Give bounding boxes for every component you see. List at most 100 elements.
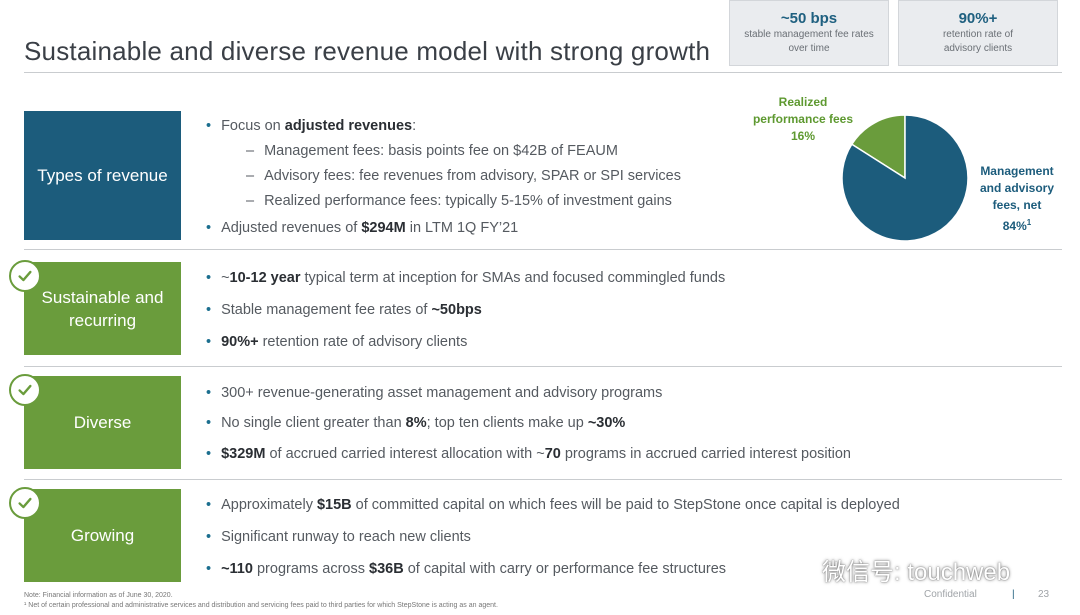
bullet-text: of accrued carried interest allocation w… bbox=[265, 446, 545, 462]
section-label-line: Sustainable and bbox=[41, 287, 164, 307]
pie-value-text: 84% bbox=[1002, 219, 1027, 233]
checkmark-icon bbox=[9, 260, 41, 292]
stat-caption-line2: advisory clients bbox=[943, 43, 1013, 54]
confidential-label: Confidential bbox=[924, 589, 977, 600]
check-icon bbox=[18, 384, 32, 396]
pie-svg bbox=[841, 114, 969, 242]
bullet-text: Adjusted revenues of bbox=[221, 220, 362, 236]
bullet-emphasis: 90%+ bbox=[221, 334, 259, 350]
stat-value: 90%+ bbox=[958, 10, 998, 27]
bullet-emphasis: 8% bbox=[405, 415, 427, 431]
footnote-marker: 1 bbox=[1026, 218, 1032, 227]
bullet-item: • Focus on adjusted revenues: bbox=[206, 118, 416, 134]
bullet-text: typical term at inception for SMAs and f… bbox=[300, 270, 726, 286]
stat-box-retention: 90%+ retention rate of advisory clients bbox=[898, 0, 1058, 66]
stat-caption-line2: over time bbox=[788, 43, 830, 54]
footnote-net-fees: ¹ Net of certain professional and admini… bbox=[24, 602, 498, 609]
bullet-text: retention rate of advisory clients bbox=[258, 334, 468, 350]
pie-label-line: Management bbox=[980, 164, 1054, 178]
bullet-text: No single client greater than bbox=[221, 415, 406, 431]
watermark-text: 微信号: touchweb bbox=[822, 559, 1011, 586]
bullet-emphasis: $329M bbox=[221, 446, 266, 462]
footer-divider: | bbox=[1012, 589, 1015, 600]
checkmark-icon bbox=[9, 374, 41, 406]
bullet-dot-icon: • bbox=[206, 561, 212, 577]
bullet-item: • Stable management fee rates of ~50bps bbox=[206, 302, 482, 318]
pie-label-line: performance fees bbox=[752, 112, 854, 126]
bullet-item: • 300+ revenue-generating asset managemen… bbox=[206, 385, 662, 401]
bullet-emphasis: 70 bbox=[544, 446, 561, 462]
bullet-dot-icon: • bbox=[206, 446, 212, 462]
pie-label-line: and advisory bbox=[979, 181, 1055, 195]
stat-caption-line1: stable management fee rates bbox=[744, 29, 874, 40]
check-icon bbox=[18, 270, 32, 282]
pie-slice-management-fees bbox=[841, 114, 969, 242]
sub-bullet-text: Realized performance fees: typically 5-1… bbox=[264, 193, 672, 209]
section-label-line: recurring bbox=[68, 310, 137, 330]
check-icon bbox=[18, 497, 32, 509]
bullet-emphasis: $15B bbox=[316, 497, 352, 513]
section-label-text: Diverse bbox=[73, 413, 132, 432]
pie-label-performance-fees: Realized performance fees 16% bbox=[748, 94, 858, 145]
section-divider bbox=[24, 479, 1062, 480]
pie-label-value: 84%1 bbox=[972, 214, 1062, 235]
pie-slice-performance-fees bbox=[850, 114, 906, 180]
bullet-emphasis: ~30% bbox=[587, 415, 626, 431]
bullet-item: • Adjusted revenues of $294M in LTM 1Q FY… bbox=[206, 220, 518, 236]
bullet-item: • ~10-12 year typical term at inception f… bbox=[206, 270, 725, 286]
dash-icon: – bbox=[246, 143, 255, 159]
bullet-dot-icon: • bbox=[206, 334, 212, 350]
pie-label-value: 16% bbox=[790, 129, 816, 143]
bullet-emphasis: 10-12 year bbox=[229, 270, 301, 286]
section-label-text: Sustainable and recurring bbox=[42, 286, 164, 332]
bullet-dot-icon: • bbox=[206, 497, 212, 513]
bullet-emphasis: ~110 bbox=[221, 561, 253, 577]
footnote-date: Note: Financial information as of June 3… bbox=[24, 592, 173, 599]
revenue-pie-chart bbox=[840, 113, 970, 243]
dash-icon: – bbox=[246, 168, 255, 184]
pie-label-line: Realized bbox=[778, 95, 828, 109]
bullet-emphasis: $294M bbox=[361, 220, 406, 236]
bullet-item: • No single client greater than 8%; top t… bbox=[206, 415, 625, 431]
sub-bullet-item: – Advisory fees: fee revenues from adviso… bbox=[246, 168, 681, 184]
section-label-types-of-revenue: Types of revenue bbox=[24, 111, 181, 240]
bullet-text: Stable management fee rates of bbox=[221, 302, 432, 318]
sub-bullet-text: Management fees: basis points fee on $42… bbox=[264, 143, 618, 159]
sub-bullet-item: – Management fees: basis points fee on $4… bbox=[246, 143, 618, 159]
wechat-icon bbox=[781, 555, 814, 583]
section-label-sustainable: Sustainable and recurring bbox=[24, 262, 181, 355]
bullet-item: • Approximately $15B of committed capital… bbox=[206, 497, 900, 513]
bullet-dot-icon: • bbox=[206, 529, 212, 545]
bullet-emphasis: $36B bbox=[369, 561, 404, 577]
bullet-text: of capital with carry or performance fee… bbox=[403, 561, 727, 577]
pie-label-management-fees: Management and advisory fees, net 84%1 bbox=[972, 163, 1062, 235]
bullet-text: : bbox=[412, 118, 417, 134]
bullet-text: Approximately bbox=[221, 497, 317, 513]
bullet-dot-icon: • bbox=[206, 302, 212, 318]
bullet-text: programs in accrued carried interest pos… bbox=[560, 446, 851, 462]
bullet-text: 300+ revenue-generating asset management… bbox=[221, 385, 663, 401]
bullet-dot-icon: • bbox=[206, 270, 212, 286]
bullet-text: in LTM 1Q FY’21 bbox=[405, 220, 519, 236]
section-divider bbox=[24, 366, 1062, 367]
title-divider bbox=[24, 72, 1062, 73]
bullet-emphasis: adjusted revenues bbox=[284, 118, 413, 134]
page-number: 23 bbox=[1038, 589, 1050, 600]
sub-bullet-item: – Realized performance fees: typically 5-… bbox=[246, 193, 672, 209]
bullet-dot-icon: • bbox=[206, 385, 212, 401]
bullet-text: ; top ten clients make up bbox=[426, 415, 588, 431]
bullet-item: • Significant runway to reach new clients bbox=[206, 529, 471, 545]
stat-caption-line1: retention rate of bbox=[942, 29, 1014, 40]
wechat-watermark: 微信号: touchweb bbox=[780, 552, 1010, 587]
bullet-item: • $329M of accrued carried interest alloc… bbox=[206, 446, 851, 462]
section-label-text: Types of revenue bbox=[37, 166, 168, 185]
bullet-text: of committed capital on which fees will … bbox=[351, 497, 900, 513]
bullet-text: ~ bbox=[221, 270, 230, 286]
bullet-dot-icon: • bbox=[206, 220, 212, 236]
section-label-growing: Growing bbox=[24, 489, 181, 582]
bullet-text: Focus on bbox=[221, 118, 285, 134]
bullet-emphasis: ~50bps bbox=[431, 302, 482, 318]
section-label-text: Growing bbox=[70, 526, 135, 545]
pie-label-line: fees, net bbox=[992, 198, 1042, 212]
page-title: Sustainable and diverse revenue model wi… bbox=[24, 36, 711, 66]
